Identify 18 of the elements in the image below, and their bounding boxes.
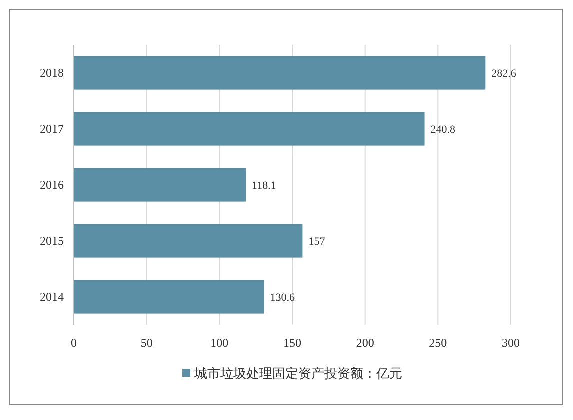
xtick: 150 <box>284 336 302 350</box>
xtick: 0 <box>71 336 77 350</box>
xtick: 200 <box>356 336 374 350</box>
data-label: 240.8 <box>430 124 456 136</box>
ytick: 2017 <box>40 122 64 136</box>
ytick: 2018 <box>40 66 64 80</box>
xtick: 50 <box>140 336 153 350</box>
data-label: 282.6 <box>492 68 516 80</box>
xtick: 100 <box>210 336 229 350</box>
ytick: 2016 <box>40 178 64 192</box>
legend: 城市垃圾处理固定资产投资额：亿元 <box>182 367 402 382</box>
data-label: 130.6 <box>270 292 295 304</box>
ytick: 2014 <box>40 290 64 304</box>
data-label: 118.1 <box>252 180 276 192</box>
ytick: 2015 <box>40 234 64 248</box>
xtick: 300 <box>502 336 520 350</box>
data-label: 157 <box>308 236 326 248</box>
xtick: 250 <box>429 336 448 350</box>
